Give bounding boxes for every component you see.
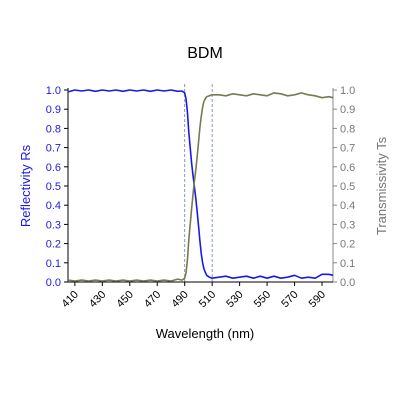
y-left-tick-label: 0.1 [46,258,61,270]
y-left-tick-label: 0.8 [46,123,61,135]
y-right-tick-label: 1.0 [340,85,355,97]
y-left-tick-label: 0.0 [46,277,61,289]
y-left-tick-label: 0.6 [46,162,61,174]
y-right-tick-label: 0.1 [340,258,355,270]
chart-title: BDM [187,45,223,62]
y-axis-left-title: Reflectivity Rs [18,144,33,227]
y-right-tick-label: 0.9 [340,104,355,116]
y-right-tick-label: 0.3 [340,219,355,231]
y-right-tick-label: 0.2 [340,239,355,251]
reflectivity-series-line [67,89,334,280]
y-right-tick-label: 0.4 [340,200,355,212]
y-left-tick-label: 0.3 [46,219,61,231]
y-right-tick-label: 0.5 [340,181,355,193]
y-left-tick-label: 0.5 [46,181,61,193]
y-right-tick-label: 0.7 [340,143,355,155]
transmissivity-series-line [67,92,334,282]
y-left-tick-label: 0.4 [46,200,61,212]
y-left-tick-label: 0.7 [46,143,61,155]
y-right-tick-label: 0.6 [340,162,355,174]
y-left-tick-label: 1.0 [46,85,61,97]
y-left-tick-label: 0.2 [46,239,61,251]
y-left-tick-label: 0.9 [46,104,61,116]
y-right-tick-label: 0.0 [340,277,355,289]
x-axis-title: Wavelength (nm) [156,326,255,341]
y-axis-right-title: Transmissivity Ts [374,136,389,235]
y-right-tick-label: 0.8 [340,123,355,135]
